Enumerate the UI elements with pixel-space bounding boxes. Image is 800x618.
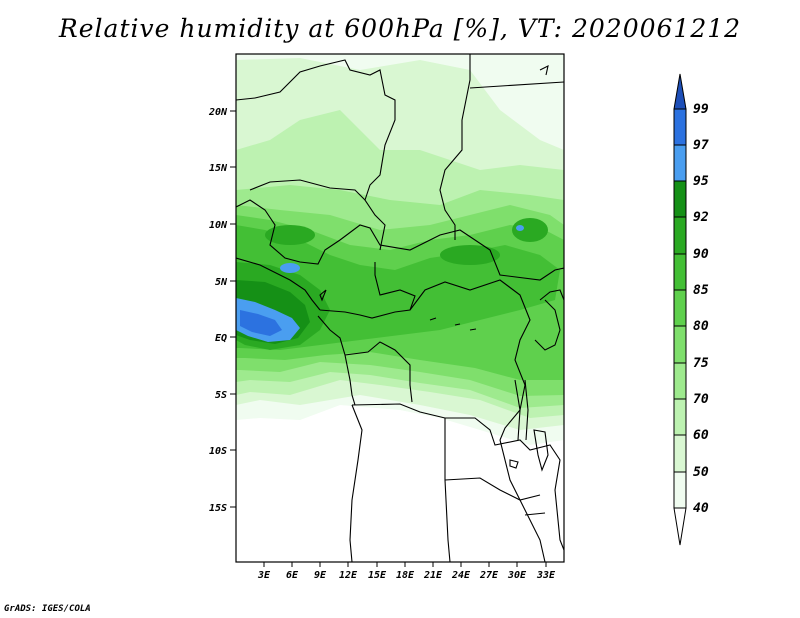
lon-label: 30E <box>507 570 527 581</box>
lat-label: EQ <box>215 333 227 344</box>
colorbar-label: 97 <box>693 138 709 153</box>
lon-label: 9E <box>314 570 327 581</box>
country-borders <box>236 54 564 562</box>
colorbar-label: 40 <box>693 501 709 516</box>
colorbar-segment-80 <box>673 289 687 327</box>
lon-label: 18E <box>396 570 415 581</box>
lat-label: 10N <box>209 220 228 231</box>
map-frame <box>235 53 565 563</box>
chart-title: Relative humidity at 600hPa [%], VT: 202… <box>58 14 742 43</box>
lat-label: 15S <box>209 503 227 514</box>
lat-label: 10S <box>209 446 227 457</box>
lon-label: 21E <box>423 570 443 581</box>
colorbar-segment-70 <box>673 362 687 400</box>
lat-label: 20N <box>208 107 228 118</box>
latitude-ticks <box>230 110 236 508</box>
colorbar-bottom-arrow <box>673 507 687 546</box>
lon-label: 33E <box>536 570 556 581</box>
colorbar-segment-97 <box>673 108 687 146</box>
colorbar-label: 92 <box>693 210 709 225</box>
lat-label: 15N <box>209 163 228 174</box>
colorbar-segment-60 <box>673 398 687 436</box>
humidity-field <box>236 54 564 562</box>
lat-label: 5N <box>215 277 228 288</box>
colorbar-segment-50 <box>673 434 687 473</box>
colorbar-label: 99 <box>693 102 709 117</box>
colorbar-label: 80 <box>693 319 709 334</box>
colorbar-label: 50 <box>693 465 709 480</box>
colorbar-top-arrow <box>673 73 687 110</box>
lon-label: 6E <box>286 570 299 581</box>
lon-label: 27E <box>479 570 499 581</box>
colorbar-label: 75 <box>693 356 709 371</box>
colorbar-label: 70 <box>693 392 709 407</box>
longitude-ticks <box>263 562 547 567</box>
colorbar-labels: 99 97 95 92 90 85 80 75 70 60 50 40 <box>693 102 709 516</box>
latitude-labels: 20N 15N 10N 5N EQ 5S 10S 15S <box>208 107 228 514</box>
rh-90-patch <box>440 245 500 265</box>
colorbar-label: 60 <box>693 428 709 443</box>
colorbar-label: 95 <box>693 174 709 189</box>
colorbar-segment-90 <box>673 216 687 255</box>
colorbar-segment-85 <box>673 253 687 291</box>
colorbar <box>673 73 687 546</box>
grads-credit: GrADS: IGES/COLA <box>4 604 91 614</box>
colorbar-segment-92 <box>673 180 687 218</box>
rh-90-patch <box>265 225 315 245</box>
lon-label: 3E <box>257 570 271 581</box>
rh-95-spot <box>280 263 300 273</box>
colorbar-segment-95 <box>673 144 687 182</box>
colorbar-label: 85 <box>693 283 709 298</box>
colorbar-label: 90 <box>693 247 709 262</box>
lon-label: 15E <box>368 570 387 581</box>
colorbar-segment-75 <box>673 325 687 364</box>
rh-90-patch <box>512 218 548 242</box>
longitude-labels: 3E 6E 9E 12E 15E 18E 21E 24E 27E 30E 33E <box>257 570 556 581</box>
lat-label: 5S <box>215 390 227 401</box>
colorbar-segment-40 <box>673 471 687 509</box>
rh-95-spot <box>516 225 524 231</box>
lon-label: 24E <box>451 570 471 581</box>
rh-97-area <box>240 310 282 336</box>
lon-label: 12E <box>339 570 358 581</box>
